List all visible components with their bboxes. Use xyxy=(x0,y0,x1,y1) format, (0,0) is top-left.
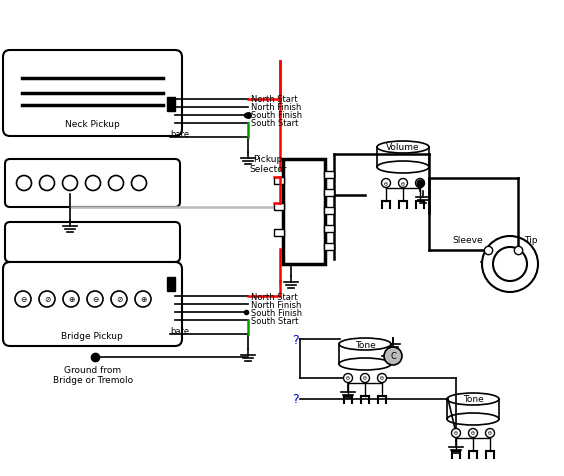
Text: θ: θ xyxy=(488,431,492,436)
FancyBboxPatch shape xyxy=(3,51,182,137)
Ellipse shape xyxy=(377,142,429,154)
FancyBboxPatch shape xyxy=(3,262,182,346)
Text: θ: θ xyxy=(401,181,405,186)
Text: Sleeve: Sleeve xyxy=(452,236,483,245)
Circle shape xyxy=(87,291,103,307)
Text: ?: ? xyxy=(292,393,298,406)
Circle shape xyxy=(343,374,352,383)
Text: Bridge Pickup: Bridge Pickup xyxy=(61,331,123,340)
Text: bare: bare xyxy=(170,327,189,335)
Text: ⊖: ⊖ xyxy=(20,295,26,304)
Ellipse shape xyxy=(377,162,429,174)
Circle shape xyxy=(377,374,386,383)
Circle shape xyxy=(16,176,32,191)
Text: ⊘: ⊘ xyxy=(44,295,50,304)
Circle shape xyxy=(486,428,495,437)
Bar xyxy=(167,98,175,112)
Text: North Finish: North Finish xyxy=(251,300,301,309)
Bar xyxy=(324,208,334,215)
Bar xyxy=(324,226,334,232)
Text: θ: θ xyxy=(471,431,475,436)
Text: Tone: Tone xyxy=(355,340,376,349)
Circle shape xyxy=(135,291,151,307)
Bar xyxy=(167,278,175,291)
Text: bare: bare xyxy=(170,130,189,139)
Circle shape xyxy=(493,248,527,281)
Ellipse shape xyxy=(339,338,391,350)
Circle shape xyxy=(86,176,100,191)
Text: C: C xyxy=(390,352,396,361)
Text: Volume: Volume xyxy=(386,143,420,152)
Text: θ: θ xyxy=(418,181,422,186)
Bar xyxy=(274,178,284,185)
Circle shape xyxy=(15,291,31,307)
Ellipse shape xyxy=(447,393,499,405)
Ellipse shape xyxy=(447,413,499,425)
Circle shape xyxy=(39,176,55,191)
Text: θ: θ xyxy=(363,376,367,381)
Circle shape xyxy=(360,374,369,383)
Text: Ground from
Bridge or Tremolo: Ground from Bridge or Tremolo xyxy=(53,365,133,385)
Bar xyxy=(324,244,334,250)
Text: θ: θ xyxy=(380,376,384,381)
Bar xyxy=(274,204,284,210)
Text: θ: θ xyxy=(454,431,458,436)
Circle shape xyxy=(108,176,124,191)
Ellipse shape xyxy=(339,358,391,370)
Text: θ: θ xyxy=(384,181,388,186)
Text: South Start: South Start xyxy=(251,119,298,128)
Text: Pickup
Selector: Pickup Selector xyxy=(249,155,287,174)
Bar xyxy=(324,172,334,178)
Bar xyxy=(324,189,334,197)
Circle shape xyxy=(39,291,55,307)
Text: South Finish: South Finish xyxy=(251,308,302,317)
Circle shape xyxy=(63,176,77,191)
Circle shape xyxy=(131,176,147,191)
Circle shape xyxy=(111,291,127,307)
Text: South Start: South Start xyxy=(251,316,298,325)
Circle shape xyxy=(416,179,425,188)
Text: Tone: Tone xyxy=(462,395,483,404)
Circle shape xyxy=(399,179,408,188)
Circle shape xyxy=(63,291,79,307)
FancyBboxPatch shape xyxy=(5,159,180,208)
Text: Tip: Tip xyxy=(524,236,537,245)
Circle shape xyxy=(384,347,402,365)
Circle shape xyxy=(482,237,538,292)
Circle shape xyxy=(452,428,460,437)
Text: South Finish: South Finish xyxy=(251,111,302,120)
Text: ⊕: ⊕ xyxy=(68,295,74,304)
Bar xyxy=(274,229,284,237)
Text: ?: ? xyxy=(292,333,298,346)
Circle shape xyxy=(469,428,478,437)
Text: North Start: North Start xyxy=(251,292,298,301)
Circle shape xyxy=(381,179,390,188)
Text: ⊕: ⊕ xyxy=(140,295,146,304)
Text: θ: θ xyxy=(346,376,350,381)
Text: Neck Pickup: Neck Pickup xyxy=(65,120,120,129)
Bar xyxy=(283,159,325,265)
Text: ⊘: ⊘ xyxy=(116,295,122,304)
Text: ⊖: ⊖ xyxy=(92,295,98,304)
Text: North Start: North Start xyxy=(251,95,298,104)
FancyBboxPatch shape xyxy=(5,223,180,262)
Text: North Finish: North Finish xyxy=(251,103,301,112)
